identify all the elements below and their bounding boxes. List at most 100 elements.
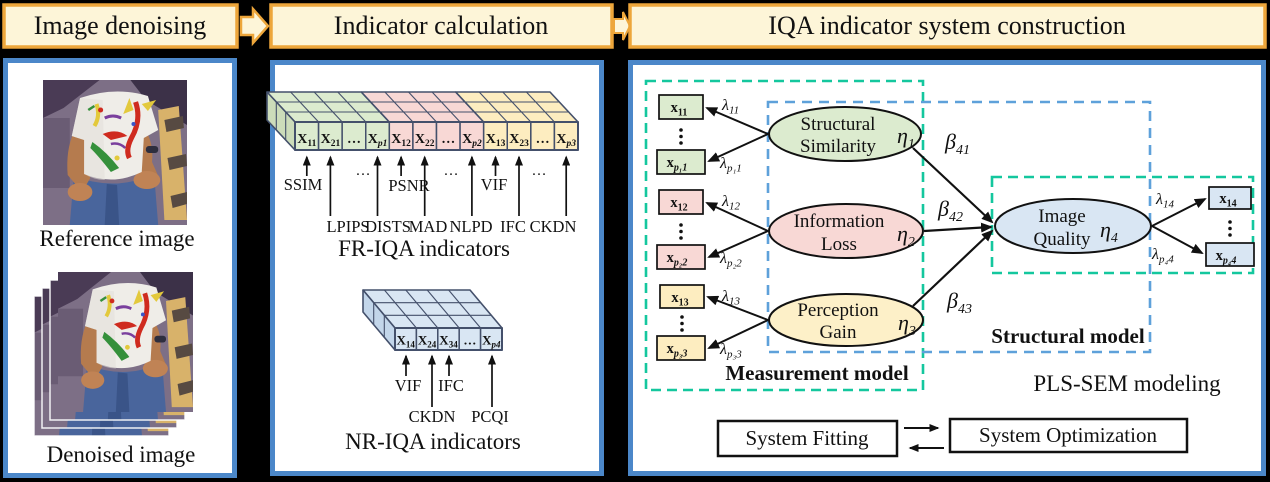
svg-text:…: … <box>347 132 361 147</box>
header-box-iqa-construction <box>628 3 1267 49</box>
system-optimization-label: System Optimization <box>979 423 1157 447</box>
feedback-arrows <box>904 424 944 452</box>
svg-text:Gain: Gain <box>820 322 857 343</box>
nr-method-labels: VIF IFC CKDN PCQI <box>395 376 509 426</box>
fr-method-arrows <box>302 155 571 216</box>
plssem-label: PLS-SEM modeling <box>1033 371 1221 396</box>
eta-label: η2 <box>897 221 915 250</box>
svg-text:X21: X21 <box>321 132 341 149</box>
nr-method-ifc: IFC <box>438 376 464 395</box>
svg-text:xp₁1: xp₁1 <box>667 155 688 174</box>
fr-method-dists: DISTS <box>365 217 411 236</box>
nr-iqa-array: X14 X24 X34 … Xp4 <box>362 289 503 351</box>
svg-text:X34: X34 <box>439 333 458 350</box>
svg-text:λp₃3: λp₃3 <box>719 341 742 361</box>
svg-text:X22: X22 <box>415 132 435 149</box>
svg-text:X14: X14 <box>397 333 416 350</box>
system-fitting-box <box>716 419 899 458</box>
fr-dots: … … … <box>356 163 547 179</box>
svg-text:xp₄4: xp₄4 <box>1216 248 1237 267</box>
svg-text:x14: x14 <box>1219 191 1236 210</box>
beta-arrows <box>912 147 994 307</box>
measurement-model-label: Measurement model <box>725 361 908 385</box>
indicator-box-labels-left: x11 xp₁1 x12 xp₂2 x13 xp₃3 <box>667 100 689 360</box>
svg-text:Information: Information <box>794 211 885 232</box>
svg-text:x12: x12 <box>670 195 687 214</box>
svg-text:X12: X12 <box>391 132 411 149</box>
svg-text:Image: Image <box>1038 206 1085 227</box>
eta-label: η3 <box>898 310 916 339</box>
fr-method-psnr: PSNR <box>388 176 429 195</box>
svg-text:Xp3: Xp3 <box>556 132 576 149</box>
svg-text:Perception: Perception <box>797 300 879 321</box>
svg-text:λp₁1: λp₁1 <box>719 155 742 175</box>
svg-text:X24: X24 <box>418 333 437 350</box>
fr-method-lpips: LPIPS <box>326 217 369 236</box>
svg-text:Xp1: Xp1 <box>368 132 388 149</box>
nr-cell-labels: X14 X24 X34 … Xp4 <box>397 333 501 350</box>
indicator-box-labels-right: x14 xp₄4 <box>1216 191 1237 267</box>
svg-text:λ11: λ11 <box>721 97 739 117</box>
latent-image-quality <box>994 198 1152 254</box>
panel-image-denoising: Reference image Denoised image <box>3 58 237 478</box>
denoised-image-stack <box>33 272 193 437</box>
fr-method-vif: VIF <box>481 175 508 194</box>
header-box-indicator-calculation <box>269 3 614 49</box>
svg-text:x11: x11 <box>671 100 688 119</box>
svg-text:λp₂2: λp₂2 <box>719 250 742 270</box>
fr-method-ifc: IFC <box>500 217 526 236</box>
svg-text:…: … <box>463 333 476 348</box>
eta-label: η4 <box>1100 217 1118 246</box>
latent-structural-similarity <box>768 106 922 162</box>
svg-text:Xp2: Xp2 <box>462 132 482 149</box>
fr-iqa-title: FR-IQA indicators <box>338 236 510 261</box>
svg-text:Loss: Loss <box>821 234 857 255</box>
nr-iqa-title: NR-IQA indicators <box>345 429 521 454</box>
svg-text:…: … <box>441 132 455 147</box>
svg-text:x13: x13 <box>671 290 688 309</box>
structural-model-label: Structural model <box>991 324 1145 348</box>
svg-text:β43: β43 <box>946 288 972 317</box>
indicator-boxes-right <box>1205 186 1255 267</box>
svg-text:xp₃3: xp₃3 <box>667 341 688 360</box>
reference-image-caption: Reference image <box>39 226 194 251</box>
svg-text:Quality: Quality <box>1034 229 1091 250</box>
svg-text:λ13: λ13 <box>721 288 740 308</box>
beta-labels: β41 β42 β43 <box>937 129 972 317</box>
pipeline-header: Image denoising Indicator calculation IQ… <box>2 3 1267 49</box>
eta-label: η1 <box>897 123 915 152</box>
lambda-arrows <box>705 107 1207 349</box>
structural-model-box <box>766 100 1152 354</box>
indicator-boxes-left <box>656 94 706 361</box>
nr-method-arrows <box>402 354 496 407</box>
header-label-iqa-construction: IQA indicator system construction <box>768 11 1125 40</box>
system-fitting-label: System Fitting <box>745 426 869 450</box>
fr-method-labels: SSIM PSNR VIF LPIPS DISTS MAD NLPD IFC C… <box>284 175 577 236</box>
system-optimization-box <box>948 417 1189 454</box>
svg-text:X11: X11 <box>297 132 316 149</box>
fr-method-ckdn: CKDN <box>530 217 577 236</box>
header-label-indicator-calculation: Indicator calculation <box>334 11 548 40</box>
svg-text:…: … <box>444 163 459 179</box>
fr-method-mad: MAD <box>409 217 448 236</box>
denoised-image-caption: Denoised image <box>47 442 196 467</box>
fr-cell-labels: X11 X21 … Xp1 X12 X22 … Xp2 X13 X23 … Xp… <box>297 132 576 149</box>
nr-method-vif: VIF <box>395 376 422 395</box>
svg-text:X13: X13 <box>486 132 506 149</box>
svg-text:λ12: λ12 <box>721 193 740 213</box>
svg-text:Similarity: Similarity <box>800 136 877 157</box>
svg-text:β41: β41 <box>944 129 970 158</box>
svg-text:Xp4: Xp4 <box>482 333 501 350</box>
svg-text:β42: β42 <box>937 196 963 225</box>
nr-method-pcqi: PCQI <box>471 407 509 426</box>
step-arrow-icon <box>613 11 632 41</box>
fr-iqa-array: X11 X21 … Xp1 X12 X22 … Xp2 X13 X23 … Xp… <box>266 91 579 151</box>
svg-text:…: … <box>536 132 550 147</box>
svg-text:…: … <box>532 163 547 179</box>
svg-text:X23: X23 <box>509 132 529 149</box>
svg-text:xp₂2: xp₂2 <box>667 250 688 269</box>
fr-method-ssim: SSIM <box>284 175 323 194</box>
svg-text:Structural: Structural <box>801 114 876 135</box>
panel-indicator-calculation: X11 X21 … Xp1 X12 X22 … Xp2 X13 X23 … Xp… <box>266 60 604 476</box>
